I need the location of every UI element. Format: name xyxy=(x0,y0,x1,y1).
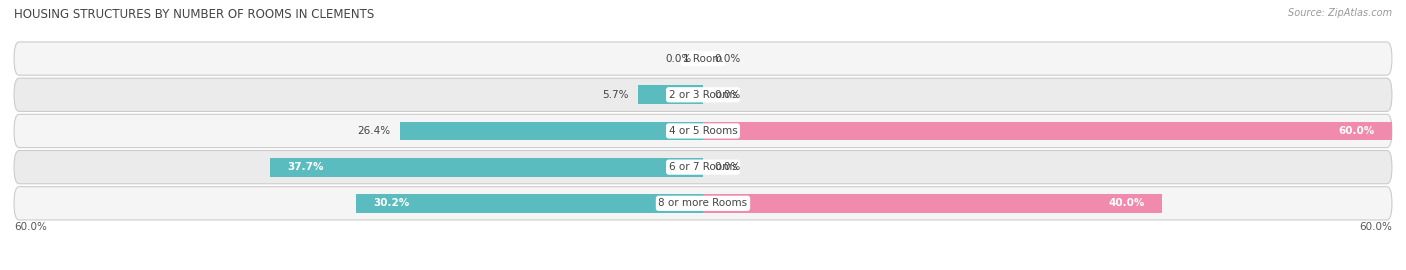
Text: 60.0%: 60.0% xyxy=(14,222,46,232)
Text: 8 or more Rooms: 8 or more Rooms xyxy=(658,198,748,208)
Text: 0.0%: 0.0% xyxy=(714,162,741,172)
Text: 37.7%: 37.7% xyxy=(287,162,323,172)
Text: 2 or 3 Rooms: 2 or 3 Rooms xyxy=(669,90,737,100)
Text: 0.0%: 0.0% xyxy=(714,53,741,64)
Text: HOUSING STRUCTURES BY NUMBER OF ROOMS IN CLEMENTS: HOUSING STRUCTURES BY NUMBER OF ROOMS IN… xyxy=(14,8,374,21)
Text: Source: ZipAtlas.com: Source: ZipAtlas.com xyxy=(1288,8,1392,18)
Bar xyxy=(703,122,1392,140)
Bar xyxy=(270,158,703,177)
Bar xyxy=(399,122,703,140)
Bar xyxy=(703,194,1163,213)
Text: 4 or 5 Rooms: 4 or 5 Rooms xyxy=(669,126,737,136)
Text: 5.7%: 5.7% xyxy=(602,90,628,100)
FancyBboxPatch shape xyxy=(14,150,1392,184)
Bar xyxy=(637,85,703,104)
Text: 60.0%: 60.0% xyxy=(1360,222,1392,232)
Text: 60.0%: 60.0% xyxy=(1339,126,1375,136)
Text: 30.2%: 30.2% xyxy=(374,198,409,208)
Text: 0.0%: 0.0% xyxy=(665,53,692,64)
Text: 6 or 7 Rooms: 6 or 7 Rooms xyxy=(669,162,737,172)
Bar xyxy=(356,194,703,213)
Text: 1 Room: 1 Room xyxy=(683,53,723,64)
FancyBboxPatch shape xyxy=(14,42,1392,75)
Text: 0.0%: 0.0% xyxy=(714,90,741,100)
Text: 26.4%: 26.4% xyxy=(357,126,391,136)
FancyBboxPatch shape xyxy=(14,78,1392,112)
FancyBboxPatch shape xyxy=(14,114,1392,148)
Text: 40.0%: 40.0% xyxy=(1109,198,1144,208)
FancyBboxPatch shape xyxy=(14,187,1392,220)
